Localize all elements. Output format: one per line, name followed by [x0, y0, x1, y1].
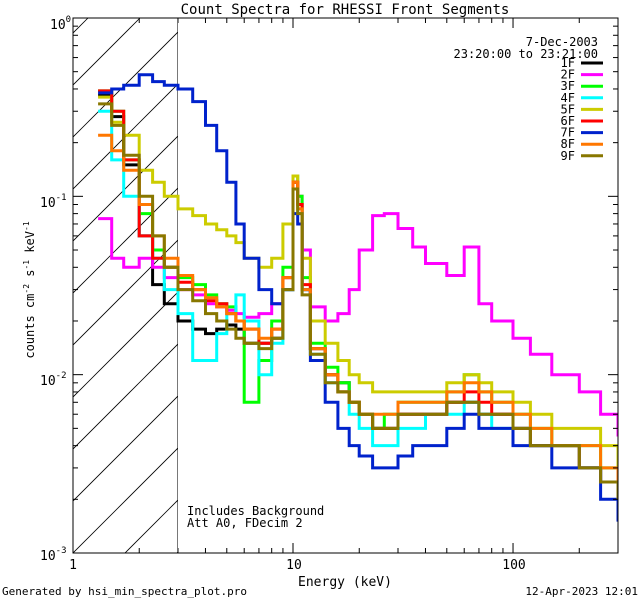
legend-label-5F: 5F — [561, 102, 575, 116]
legend-label-8F: 8F — [561, 137, 575, 151]
y-tick-label-0-001: 10-3 — [40, 546, 67, 564]
svg-text:100: 100 — [50, 15, 71, 33]
observation-date: 7-Dec-2003 — [526, 35, 598, 49]
footer-timestamp: 12-Apr-2023 12:01 — [525, 585, 638, 598]
hatch-line — [73, 447, 178, 553]
plot-frame — [72, 17, 619, 554]
hatch-line — [73, 83, 178, 190]
hatch-line — [73, 187, 178, 294]
series-group — [98, 73, 618, 522]
svg-text:10-2: 10-2 — [40, 371, 67, 389]
y-tick-label-1: 100 — [50, 15, 71, 33]
y-axis-label: counts cm-2 s-1 keV-1 — [22, 221, 37, 358]
legend-label-1F: 1F — [561, 56, 575, 70]
annotation-attenuator: Att A0, FDecim 2 — [187, 516, 303, 530]
legend-label-4F: 4F — [561, 91, 575, 105]
annotation-background: Includes Background — [187, 504, 324, 518]
axis-ticks — [72, 17, 619, 554]
legend-label-7F: 7F — [561, 126, 575, 140]
background-hatch-region — [73, 18, 178, 553]
legend-label-2F: 2F — [561, 68, 575, 82]
y-tick-label-0-1: 10-1 — [40, 193, 67, 211]
series-line-9F — [98, 102, 618, 500]
hatch-line — [73, 395, 178, 502]
y-tick-label-0-01: 10-2 — [40, 371, 67, 389]
svg-text:10-3: 10-3 — [40, 546, 67, 564]
legend-label-3F: 3F — [561, 79, 575, 93]
x-tick-label-1: 1 — [69, 558, 77, 573]
hatch-line — [73, 239, 178, 346]
hatch-line — [73, 31, 178, 138]
x-axis-label: Energy (keV) — [298, 575, 392, 590]
chart-title: Count Spectra for RHESSI Front Segments — [181, 2, 510, 18]
legend-label-6F: 6F — [561, 114, 575, 128]
observation-time-range: 23:20:00 to 23:21:00 — [454, 47, 599, 61]
svg-text:10-1: 10-1 — [40, 193, 67, 211]
legend-label-9F: 9F — [561, 149, 575, 163]
x-tick-label-100: 100 — [502, 558, 525, 573]
footer-generator: Generated by hsi_min_spectra_plot.pro — [2, 585, 247, 598]
x-tick-label-10: 10 — [286, 558, 302, 573]
